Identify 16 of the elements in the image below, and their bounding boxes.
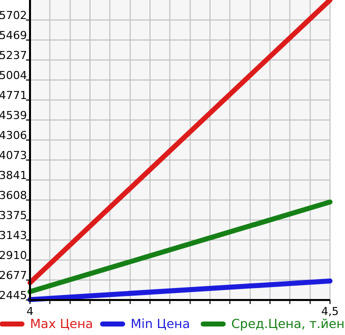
y-tick-label: 2445 [0,289,27,302]
y-tick-label: 5702 [0,9,27,22]
y-tick-label: 5004 [0,69,27,82]
legend-label: Сред.Цена, т.йен [231,316,345,331]
y-tick-label: 5469 [0,29,27,42]
legend-label: Max Цена [30,316,94,331]
y-tick-label: 2910 [0,249,27,262]
x-tick-label: 4,5 [321,305,339,318]
y-tick-label: 3608 [0,189,27,202]
y-tick-label: 5237 [0,49,27,62]
y-tick-label: 2677 [0,269,27,282]
x-tick-label: 4 [26,305,34,318]
y-tick-label: 3841 [0,169,27,182]
y-tick-label: 3375 [0,209,27,222]
y-tick-label: 3143 [0,229,27,242]
legend-label: Min Цена [130,316,190,331]
